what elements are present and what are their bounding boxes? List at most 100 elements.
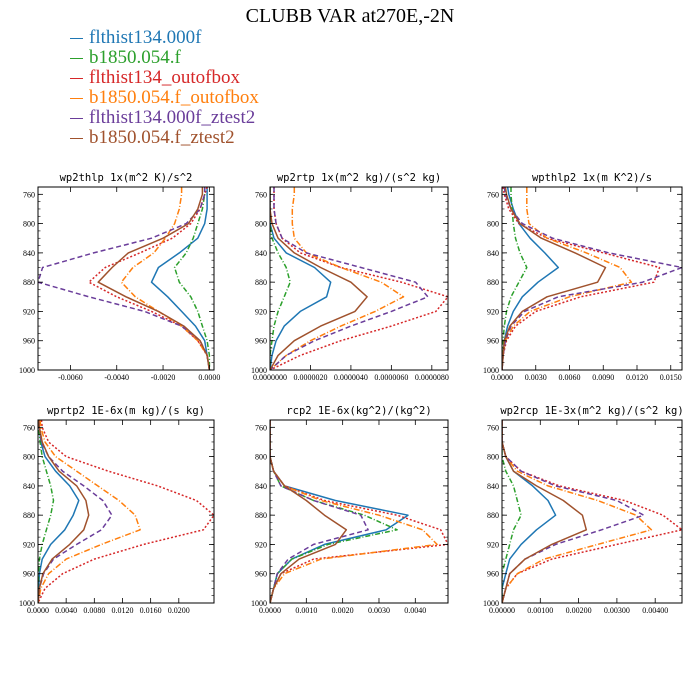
y-tick-label: 960 (23, 570, 35, 579)
x-tick-label: 0.0090 (592, 373, 614, 382)
y-tick-label: 920 (487, 540, 499, 549)
plot-frame (269, 186, 449, 371)
series-line (502, 187, 607, 370)
legend-swatch (70, 58, 83, 59)
series-line (270, 187, 291, 370)
series-line (173, 187, 211, 370)
x-tick-label: 0.0120 (626, 373, 648, 382)
x-tick-label: 0.00100 (527, 606, 553, 615)
chart-panel: wpthlp2 1x(m K^2)/s 760 800 840 880 920 960 100… (483, 172, 683, 382)
y-tick-label: 880 (487, 278, 499, 287)
y-tick-label: 960 (255, 337, 267, 346)
x-tick-label: 0.0000 (27, 606, 49, 615)
plot-frame (37, 419, 215, 604)
y-tick-label: 840 (255, 482, 267, 491)
series-group (502, 420, 682, 603)
plot-frame (501, 419, 683, 604)
plot-frame (501, 186, 683, 371)
series-line (270, 420, 369, 603)
chart-panel: wp2thlp 1x(m^2 K)/s^2 760 800 840 880 920 960 1… (19, 172, 220, 382)
page-title: CLUBB VAR at270E,-2N (245, 5, 455, 27)
x-tick-label: 0.0000000 (253, 373, 287, 382)
series-line (502, 187, 633, 370)
y-tick-label: 760 (487, 423, 499, 432)
legend-label: flthist134_outofbox (89, 67, 240, 88)
y-tick-label: 880 (255, 278, 267, 287)
y-tick-label: 760 (23, 190, 35, 199)
x-tick-label: 0.0000 (259, 606, 281, 615)
series-line (502, 420, 645, 603)
y-tick-label: 880 (255, 511, 267, 520)
y-tick-label: 920 (487, 307, 499, 316)
series-line (502, 420, 522, 603)
x-tick-label: 0.0000060 (374, 373, 408, 382)
y-tick-label: 1000 (251, 599, 267, 608)
panel-title: wp2rtp 1x(m^2 kg)/(s^2 kg) (277, 172, 441, 184)
x-tick-label: 0.0200 (168, 606, 190, 615)
y-tick-label: 960 (23, 337, 35, 346)
series-line (270, 187, 368, 370)
x-tick-label: 0.0040 (55, 606, 77, 615)
series-line (270, 420, 438, 603)
series-line (270, 420, 348, 603)
panel-title: wp2rcp 1E-3x(m^2 kg)/(s^2 kg) (500, 405, 683, 417)
series-group (38, 420, 214, 603)
legend-swatch (70, 38, 83, 39)
x-tick-label: 0.0120 (111, 606, 133, 615)
legend-label: b1850.054.f_ztest2 (89, 127, 235, 148)
series-group (502, 187, 682, 370)
y-tick-label: 920 (255, 307, 267, 316)
y-tick-label: 1000 (483, 366, 499, 375)
panel-title: wp2thlp 1x(m^2 K)/s^2 (60, 172, 193, 184)
y-tick-label: 840 (487, 482, 499, 491)
series-line (150, 187, 211, 370)
y-tick-label: 800 (23, 220, 35, 229)
series-line (38, 420, 214, 603)
y-tick-label: 760 (255, 190, 267, 199)
y-tick-label: 960 (255, 570, 267, 579)
y-tick-label: 800 (487, 220, 499, 229)
series-line (270, 187, 448, 370)
series-line (270, 187, 332, 370)
series-line (38, 420, 80, 603)
x-tick-label: 0.00000 (489, 606, 515, 615)
panel-title: wprtp2 1E-6x(m kg)/(s kg) (47, 405, 205, 417)
y-tick-label: 880 (487, 511, 499, 520)
chart-panel: wp2rtp 1x(m^2 kg)/(s^2 kg) 760 800 840 880 92… (251, 172, 449, 382)
panel-title: wpthlp2 1x(m K^2)/s (532, 172, 652, 184)
series-line (38, 420, 55, 603)
series-line (270, 187, 429, 370)
x-tick-label: 0.0080 (83, 606, 105, 615)
x-tick-label: 0.00300 (604, 606, 630, 615)
series-group (38, 187, 211, 370)
x-tick-label: 0.0000020 (293, 373, 327, 382)
y-tick-label: 800 (255, 453, 267, 462)
x-tick-label: -0.0040 (104, 373, 129, 382)
y-tick-label: 800 (255, 220, 267, 229)
y-tick-label: 760 (487, 190, 499, 199)
series-line (120, 187, 211, 370)
x-tick-label: 0.0000 (198, 373, 220, 382)
y-tick-label: 1000 (251, 366, 267, 375)
x-tick-label: 0.00200 (566, 606, 592, 615)
y-tick-label: 960 (487, 570, 499, 579)
series-line (270, 420, 398, 603)
x-tick-label: 0.0040 (404, 606, 426, 615)
x-tick-label: 0.0010 (295, 606, 317, 615)
y-tick-label: 920 (255, 540, 267, 549)
series-line (502, 420, 557, 603)
x-tick-label: -0.0020 (151, 373, 176, 382)
y-tick-label: 880 (23, 278, 35, 287)
y-tick-label: 800 (23, 453, 35, 462)
x-tick-label: 0.0000 (491, 373, 513, 382)
x-tick-label: 0.00400 (642, 606, 668, 615)
y-tick-label: 840 (255, 249, 267, 258)
legend-swatch (70, 98, 83, 99)
y-tick-label: 840 (23, 482, 35, 491)
x-tick-label: 0.0000040 (334, 373, 368, 382)
series-line (502, 187, 661, 370)
plot-frame (269, 419, 449, 604)
series-line (270, 420, 448, 603)
y-tick-label: 920 (23, 307, 35, 316)
